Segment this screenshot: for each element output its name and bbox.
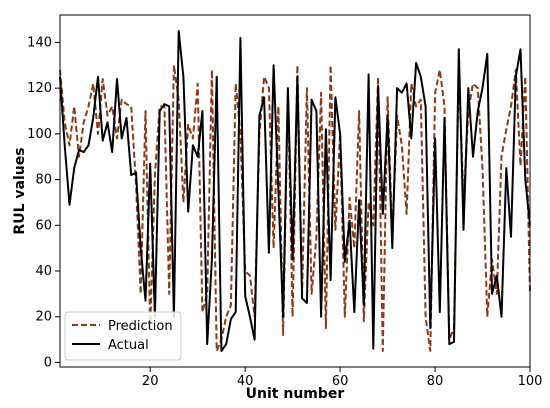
y-tick-label: 0: [44, 355, 52, 370]
y-tick-label: 40: [35, 264, 52, 279]
x-tick-label: 80: [427, 374, 444, 389]
legend-prediction-label: Prediction: [108, 319, 173, 334]
series-line-actual: [59, 30, 531, 352]
x-tick-label: 20: [142, 374, 159, 389]
legend: Prediction Actual: [64, 311, 182, 361]
y-tick-label: 20: [35, 310, 52, 325]
x-tick-label: 40: [237, 374, 254, 389]
plot-frame: [59, 14, 531, 368]
y-tick-label: 100: [27, 127, 52, 142]
legend-actual-label: Actual: [108, 338, 149, 353]
y-tick-label: 140: [27, 35, 52, 50]
y-tick-label: 80: [35, 173, 52, 188]
y-tick-label: 120: [27, 81, 52, 96]
series-line-prediction: [59, 64, 531, 352]
series-lines: [59, 30, 531, 352]
y-axis-label: RUL values: [12, 147, 28, 234]
x-tick-label: 100: [518, 374, 543, 389]
x-tick-label: 60: [332, 374, 349, 389]
x-axis-label: Unit number: [246, 386, 345, 402]
tick-marks: 20 40 60 80 100 0 20 40 60 80 100 120 140: [27, 35, 542, 389]
y-tick-label: 60: [35, 218, 52, 233]
